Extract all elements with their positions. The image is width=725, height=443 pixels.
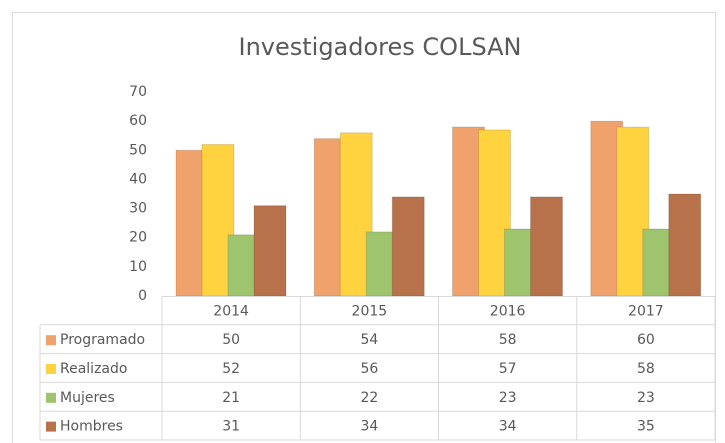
bar bbox=[530, 196, 563, 297]
legend-swatch bbox=[46, 335, 56, 346]
bar bbox=[253, 205, 287, 297]
table-value: 23 bbox=[637, 390, 655, 406]
x-tick-label: 2014 bbox=[213, 303, 249, 319]
y-tick-label: 0 bbox=[138, 288, 147, 304]
y-tick-label: 50 bbox=[129, 142, 147, 158]
x-tick-label: 2015 bbox=[352, 303, 388, 319]
table-value: 50 bbox=[222, 332, 240, 348]
table-value: 60 bbox=[637, 332, 655, 348]
table-value: 34 bbox=[499, 419, 517, 435]
legend-label: Programado bbox=[60, 332, 145, 348]
table-value: 23 bbox=[499, 390, 517, 406]
table-value: 52 bbox=[222, 361, 240, 377]
table-value: 35 bbox=[637, 419, 655, 435]
legend-label: Realizado bbox=[60, 361, 127, 377]
y-tick-label: 70 bbox=[129, 84, 147, 100]
table-value: 56 bbox=[360, 361, 378, 377]
y-tick-label: 20 bbox=[129, 230, 147, 246]
table-value: 31 bbox=[222, 419, 240, 435]
x-tick-label: 2017 bbox=[628, 303, 664, 319]
table-value: 57 bbox=[499, 361, 517, 377]
table-value: 58 bbox=[499, 332, 517, 348]
y-tick-label: 40 bbox=[129, 171, 147, 187]
table-value: 21 bbox=[222, 390, 240, 406]
legend-label: Hombres bbox=[60, 419, 123, 435]
legend-swatch bbox=[46, 421, 56, 432]
bar bbox=[668, 193, 702, 297]
bar bbox=[391, 196, 425, 297]
legend-label: Mujeres bbox=[60, 390, 115, 406]
table-value: 58 bbox=[637, 361, 655, 377]
y-tick-label: 30 bbox=[129, 201, 147, 217]
table-value: 34 bbox=[360, 419, 378, 435]
table-value: 22 bbox=[360, 390, 378, 406]
x-tick-label: 2016 bbox=[490, 303, 526, 319]
legend-swatch bbox=[46, 392, 56, 403]
legend-swatch bbox=[46, 364, 56, 374]
y-tick-label: 10 bbox=[129, 259, 147, 275]
chart-title: Investigadores COLSAN bbox=[238, 33, 521, 61]
y-tick-label: 60 bbox=[129, 113, 147, 129]
table-value: 54 bbox=[360, 332, 378, 348]
